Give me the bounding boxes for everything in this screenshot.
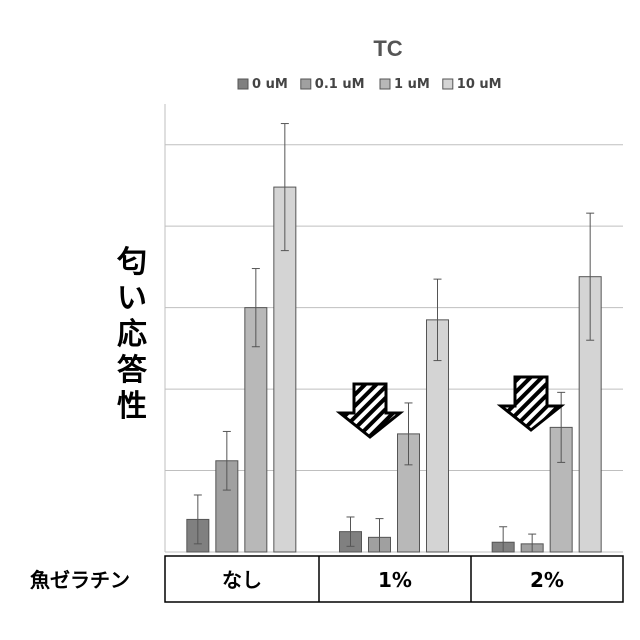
legend-swatch — [301, 79, 311, 89]
legend-swatch — [238, 79, 248, 89]
y-axis-label-char: 匂 — [116, 245, 147, 280]
legend-label: 0.1 uM — [315, 77, 365, 92]
bars — [187, 187, 601, 552]
legend-swatch — [443, 79, 453, 89]
down-arrow-2-percent — [501, 377, 561, 430]
category-label: なし — [222, 568, 262, 592]
legend-label: 10 uM — [457, 77, 502, 92]
legend-swatch — [380, 79, 390, 89]
category-labels: なし 1% 2% — [222, 568, 564, 592]
y-axis-label-char: 応 — [117, 317, 147, 352]
row-label: 魚ゼラチン — [30, 568, 130, 592]
legend-label: 1 uM — [394, 77, 430, 92]
down-arrow-1-percent — [340, 384, 400, 437]
category-label: 1% — [378, 568, 412, 592]
arrows — [340, 377, 561, 437]
legend: 0 uM 0.1 uM 1 uM 10 uM — [238, 77, 502, 92]
y-axis-label-char: い — [117, 281, 147, 316]
y-axis-label-char: 性 — [117, 389, 147, 424]
y-axis-label: 匂い応答性 — [116, 245, 148, 424]
chart-title: TC — [373, 36, 402, 61]
legend-label: 0 uM — [252, 77, 288, 92]
y-axis-label-char: 答 — [117, 353, 148, 388]
category-label: 2% — [530, 568, 564, 592]
